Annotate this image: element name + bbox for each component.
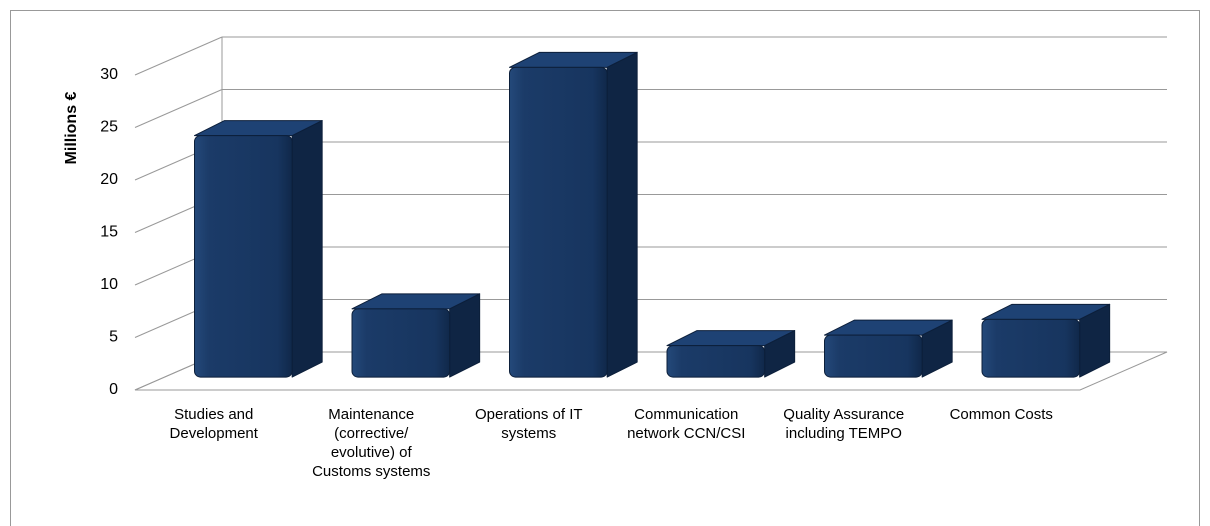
x-tick-label: Quality Assurance including TEMPO bbox=[783, 406, 905, 442]
y-tick-label: 0 bbox=[109, 381, 118, 398]
x-tick-label: Maintenance (corrective/ evolutive) of C… bbox=[312, 406, 431, 480]
grid-line bbox=[134, 36, 223, 76]
y-tick-label: 20 bbox=[100, 171, 118, 188]
x-tick-label: Operations of IT systems bbox=[474, 406, 583, 442]
y-tick-label: 15 bbox=[100, 224, 118, 241]
y-tick-label: 30 bbox=[100, 66, 118, 83]
y-tick-label: 5 bbox=[109, 329, 118, 346]
bar bbox=[824, 334, 923, 378]
bar bbox=[981, 318, 1081, 378]
x-tick-label: Communication network CCN/CSI bbox=[627, 406, 746, 442]
bar bbox=[351, 308, 451, 378]
x-tick-label: Common Costs bbox=[949, 406, 1053, 423]
bar-side bbox=[606, 51, 638, 378]
bar bbox=[509, 66, 608, 378]
y-tick-label: 10 bbox=[100, 276, 118, 293]
grid-line bbox=[134, 89, 223, 128]
bar bbox=[666, 345, 766, 378]
bar bbox=[194, 135, 293, 378]
frame bbox=[10, 10, 1200, 526]
y-tick-label: 25 bbox=[100, 119, 118, 136]
bar-side bbox=[291, 120, 323, 378]
x-tick-label: Studies and Development bbox=[169, 406, 258, 442]
y-axis-title: Millions € bbox=[63, 91, 80, 164]
